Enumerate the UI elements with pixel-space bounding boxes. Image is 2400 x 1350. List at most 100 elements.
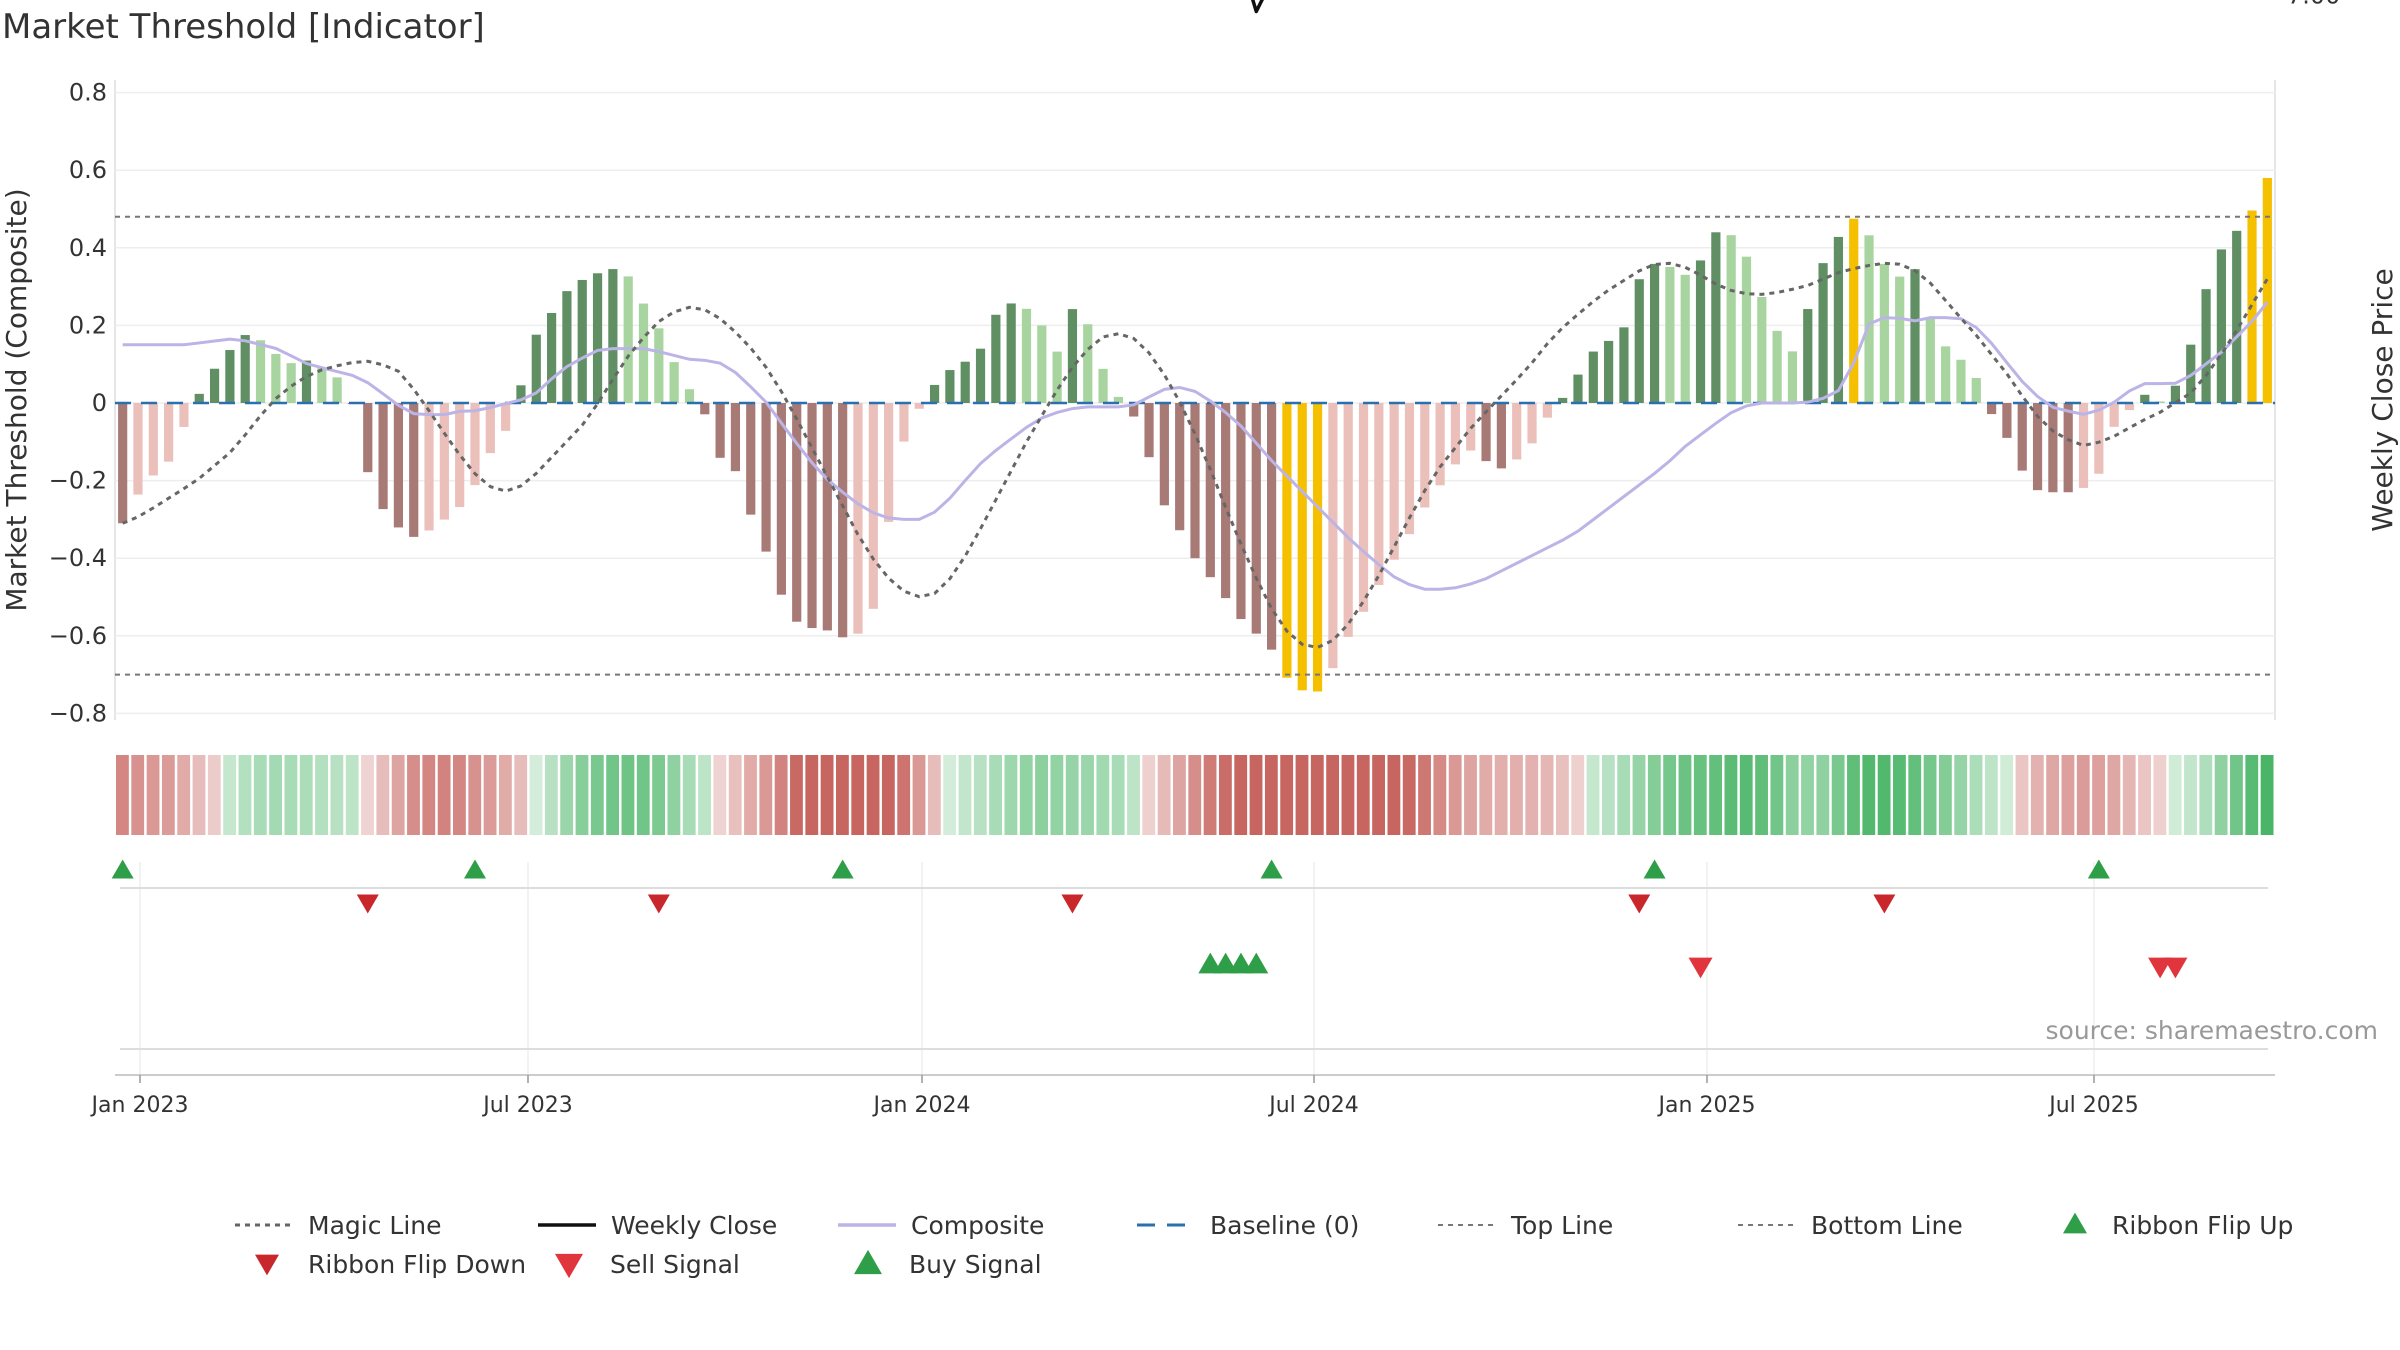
composite-bar — [1864, 235, 1874, 403]
ribbon-cell — [1739, 755, 1753, 835]
ribbon-cell — [1004, 755, 1018, 835]
ribbon-cell — [2107, 755, 2121, 835]
ribbon-cell — [223, 755, 237, 835]
x-tick-label: Jan 2025 — [1657, 1093, 1756, 1118]
composite-bar — [1496, 403, 1506, 469]
left-tick-label: −0.2 — [49, 467, 107, 495]
ribbon-cell — [866, 755, 880, 835]
right-tick-label: 7.00 — [2287, 0, 2340, 10]
composite-bar — [2002, 403, 2012, 438]
composite-bar — [669, 362, 679, 403]
ribbon-cell — [161, 755, 175, 835]
buy-signal-marker — [1228, 952, 1253, 974]
composite-bar — [1818, 263, 1828, 403]
composite-bar — [1190, 403, 1200, 559]
composite-bar — [792, 403, 802, 622]
left-axis-ticks: 0.8 0.6 0.4 0.2 0 −0.2 −0.4 −0.6 −0.8 — [49, 79, 107, 728]
ribbon-flip-up-marker — [831, 859, 854, 879]
composite-bar — [1037, 325, 1047, 403]
legend-label: Baseline (0) — [1210, 1211, 1359, 1240]
ribbon-cell — [1157, 755, 1171, 835]
ribbon-cell — [1111, 755, 1125, 835]
composite-bar — [1711, 232, 1721, 403]
composite-bar — [730, 403, 741, 472]
sell-signal-marker — [1688, 957, 1713, 979]
composite-bar — [1129, 403, 1139, 417]
ribbon-cell — [177, 755, 191, 835]
left-tick-label: −0.6 — [49, 622, 107, 650]
composite-bar — [2170, 385, 2181, 403]
ribbon-cell — [1433, 755, 1447, 835]
composite-bar — [1420, 403, 1430, 508]
composite-bar — [179, 403, 189, 427]
ribbon-cell — [1663, 755, 1677, 835]
ribbon-cell — [1218, 755, 1232, 835]
composite-bar — [884, 403, 894, 522]
ribbon-cell — [1372, 755, 1385, 835]
ribbon-cell — [1632, 755, 1646, 835]
legend-item-buy: Buy Signal — [854, 1249, 1042, 1279]
ribbon-cell — [1096, 755, 1110, 835]
ribbon-cell — [636, 755, 650, 835]
ribbon-cell — [682, 755, 696, 835]
composite-bar — [776, 403, 786, 595]
ribbon-cell — [897, 755, 911, 835]
ribbon-cell — [1464, 755, 1477, 835]
ribbon-cell — [1847, 755, 1860, 835]
legend-swatch — [854, 1249, 882, 1275]
composite-bar — [2078, 403, 2089, 488]
ribbon-cell — [1801, 755, 1814, 835]
composite-bar — [945, 370, 955, 403]
ribbon-cell — [2153, 755, 2167, 835]
composite-bar — [1772, 330, 1782, 403]
ribbon-cell — [2199, 755, 2213, 835]
x-tick-label: Jul 2025 — [2047, 1093, 2139, 1118]
composite-bar — [638, 303, 649, 403]
composite-bar — [470, 403, 480, 486]
composite-bar — [1113, 396, 1123, 403]
composite-bar — [164, 403, 174, 462]
composite-bar — [608, 269, 618, 403]
x-tick-label: Jul 2024 — [1267, 1093, 1359, 1118]
ribbon-cell — [1081, 755, 1094, 835]
composite-bar — [1573, 374, 1583, 403]
composite-bar — [2155, 401, 2165, 403]
composite-bar — [194, 393, 204, 403]
composite-bar — [2216, 249, 2226, 403]
ribbon-cell — [1173, 755, 1186, 835]
ribbon-cell — [483, 755, 497, 835]
composite-bar — [547, 312, 557, 403]
legend-label: Magic Line — [308, 1211, 442, 1240]
ribbon-flip-down-marker — [1873, 894, 1896, 914]
composite-bar — [1358, 403, 1369, 612]
ribbon-cell — [1418, 755, 1431, 835]
ribbon-flip-down-marker — [647, 894, 670, 914]
ribbon-cell — [131, 755, 145, 835]
left-tick-label: −0.4 — [49, 544, 107, 572]
composite-bar — [118, 403, 128, 524]
ribbon-cell — [1571, 755, 1585, 835]
ribbon-cell — [1923, 755, 1937, 835]
ribbon-cell — [2260, 755, 2274, 835]
left-tick-label: 0.6 — [69, 156, 107, 184]
composite-bar — [592, 273, 603, 403]
ribbon-cell — [2015, 755, 2029, 835]
composite-bar — [991, 314, 1001, 403]
composite-bar — [868, 403, 878, 609]
composite-bar — [1159, 403, 1169, 506]
composite-bar — [1221, 403, 1231, 599]
composite-bar — [1435, 403, 1445, 486]
ribbon-cell — [315, 755, 328, 835]
composite-bar — [715, 403, 725, 458]
ribbon-cell — [1387, 755, 1401, 835]
composite-bar — [424, 403, 434, 531]
ribbon-cell — [1203, 755, 1217, 835]
ribbon-cell — [1586, 755, 1600, 835]
ribbon-cell — [1908, 755, 1922, 835]
composite-bar — [439, 403, 449, 520]
ribbon-flip-down-marker — [1628, 894, 1651, 914]
right-axis-title: Weekly Close Price — [2366, 268, 2399, 531]
ribbon-cell — [1019, 755, 1033, 835]
composite-bar — [148, 403, 158, 476]
composite-bar — [1404, 403, 1415, 535]
